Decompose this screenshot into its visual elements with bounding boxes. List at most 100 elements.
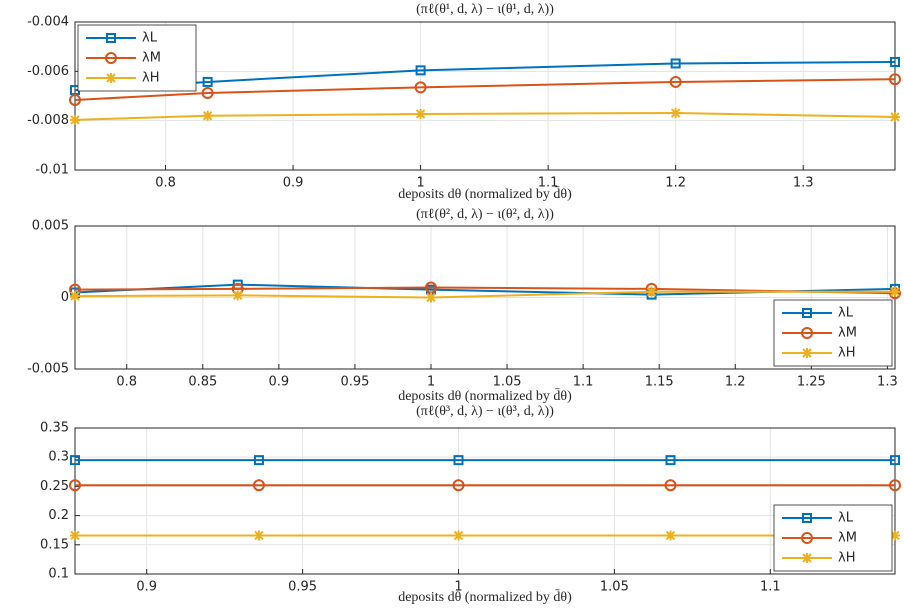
x-tick-label: 1.05	[600, 580, 629, 595]
x-tick-label: 0.9	[136, 580, 157, 595]
x-tick-label: 1.1	[760, 580, 781, 595]
data-point	[70, 455, 80, 466]
series-line	[74, 78, 896, 101]
x-tick-label: 1.15	[645, 375, 674, 390]
x-tick-label: 0.95	[340, 375, 369, 390]
y-tick-label: 0.2	[48, 508, 69, 523]
x-tick-label: 1.25	[797, 375, 826, 390]
y-tick-label: 0.1	[48, 567, 69, 582]
legend-marker	[802, 348, 812, 358]
data-point	[253, 455, 264, 466]
legend-label: λL	[838, 306, 854, 321]
data-point	[889, 479, 901, 492]
data-point	[665, 530, 676, 541]
y-tick-label: 0.35	[40, 421, 69, 436]
data-point	[452, 479, 465, 492]
data-point	[70, 291, 80, 302]
data-point	[70, 114, 80, 125]
plot-area	[75, 428, 895, 574]
x-axis-label: deposits dθ (normalized by d̄θ)	[398, 186, 572, 202]
legend-marker	[801, 327, 813, 339]
chart-title: (πℓ(θ³, d, λ) − ι(θ³, d, λ))	[416, 404, 554, 419]
data-point	[890, 455, 900, 466]
x-tick-label: 1.3	[877, 375, 898, 390]
x-axis-label: deposits dθ (normalized by d̄θ)	[398, 388, 572, 404]
legend-label: λH	[142, 71, 159, 86]
data-point	[889, 73, 901, 86]
data-point	[202, 110, 213, 121]
y-tick-label: -0.006	[27, 64, 69, 79]
legend-label: λM	[838, 326, 857, 341]
legend-marker	[802, 553, 812, 563]
data-point	[201, 87, 214, 100]
data-point	[665, 455, 676, 466]
y-tick-label: 0.15	[40, 537, 69, 552]
x-axis-label: deposits dθ (normalized by d̄θ)	[398, 589, 572, 605]
x-tick-label: 0.85	[188, 375, 217, 390]
data-point	[453, 530, 464, 541]
y-tick-label: 0.3	[48, 450, 69, 465]
chart-title: (πℓ(θ², d, λ) − ι(θ², d, λ))	[416, 207, 554, 222]
x-tick-label: 0.9	[283, 176, 304, 191]
data-point	[890, 56, 900, 67]
data-point	[670, 108, 681, 119]
x-tick-label: 1	[454, 580, 462, 595]
data-point	[890, 111, 900, 122]
data-point	[425, 292, 436, 303]
x-tick-label: 1	[416, 176, 424, 191]
data-point	[646, 286, 657, 297]
y-tick-label: -0.004	[27, 15, 69, 30]
data-point	[664, 479, 677, 492]
data-point	[414, 81, 427, 94]
legend-label: λH	[838, 551, 855, 566]
data-point	[415, 109, 426, 120]
legend-marker	[801, 532, 813, 544]
x-tick-label: 1.2	[665, 176, 686, 191]
data-point	[69, 479, 81, 492]
legend-marker	[802, 308, 812, 318]
chart-title: (πℓ(θ¹, d, λ) − ι(θ¹, d, λ))	[416, 2, 554, 17]
data-point	[669, 75, 682, 88]
legend-marker	[802, 513, 812, 523]
legend-label: λL	[838, 511, 854, 526]
y-tick-label: -0.005	[27, 362, 69, 377]
data-point	[253, 530, 264, 541]
data-point	[453, 455, 464, 466]
data-point	[415, 65, 426, 76]
data-point	[670, 58, 681, 69]
legend-label: λM	[838, 531, 857, 546]
x-tick-label: 0.8	[116, 375, 137, 390]
y-tick-label: 0	[61, 290, 69, 305]
data-point	[890, 286, 900, 297]
plot-border	[74, 427, 896, 575]
legend-label: λL	[142, 31, 158, 46]
legend-label: λH	[838, 346, 855, 361]
x-tick-label: 1.2	[725, 375, 746, 390]
legend-marker	[106, 33, 116, 43]
y-tick-label: -0.008	[27, 113, 69, 128]
data-point	[232, 290, 243, 301]
x-tick-label: 1.1	[538, 176, 559, 191]
data-point	[890, 530, 900, 541]
data-point	[424, 281, 437, 294]
x-tick-label: 1	[427, 375, 435, 390]
x-tick-label: 0.8	[155, 176, 176, 191]
x-tick-label: 0.95	[288, 580, 317, 595]
y-tick-label: 0.005	[32, 219, 69, 234]
legend-label: λM	[142, 51, 161, 66]
data-point	[69, 93, 81, 106]
data-point	[70, 530, 80, 541]
y-tick-label: 0.25	[40, 479, 69, 494]
x-tick-label: 0.9	[269, 375, 290, 390]
plot-border	[74, 21, 896, 171]
legend-marker	[105, 52, 117, 64]
x-tick-label: 1.3	[793, 176, 814, 191]
x-tick-label: 1.1	[573, 375, 594, 390]
plot-area	[75, 22, 895, 170]
legend-marker	[106, 73, 116, 83]
data-point	[202, 76, 213, 87]
series-line	[74, 286, 896, 295]
y-tick-label: -0.01	[35, 163, 69, 178]
data-point	[252, 479, 265, 492]
